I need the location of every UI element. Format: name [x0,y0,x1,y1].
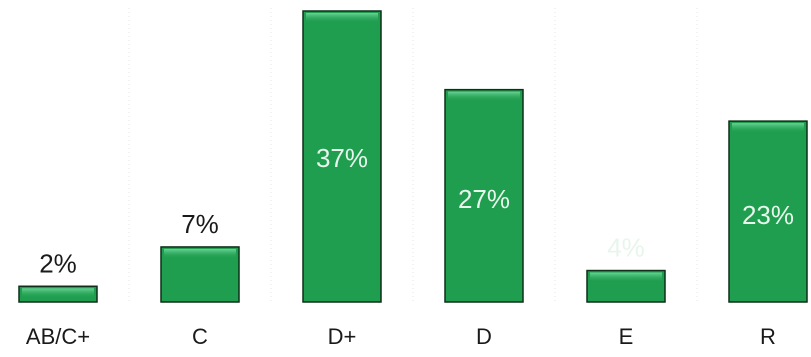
bar-d [444,88,524,303]
category-tick-label: E [619,324,634,349]
data-label: 37% [316,143,368,173]
bar-highlight [590,272,662,283]
bar-highlight [732,123,804,134]
bar-r [728,120,808,303]
bars [18,10,808,303]
bar-highlight [306,13,378,23]
category-tick-label: D [476,324,492,349]
bar-highlight [164,248,236,259]
data-label: 23% [742,200,794,230]
category-tick-label: AB/C+ [26,324,90,349]
data-labels: 2% 7% 37% 27% 4% 23% [39,143,794,278]
data-label: 7% [181,209,219,239]
bar-highlight [448,91,520,102]
data-label: 4% [607,233,645,263]
gridlines [128,8,698,302]
data-label: 27% [458,184,510,214]
category-tick-label: R [760,324,776,349]
bar-highlight [22,288,94,299]
category-tick-labels: AB/C+ C D+ D E R [26,324,776,349]
bar-d- [302,10,382,303]
data-label: 2% [39,248,77,278]
category-tick-label: C [192,324,208,349]
category-tick-label: D+ [328,324,357,349]
